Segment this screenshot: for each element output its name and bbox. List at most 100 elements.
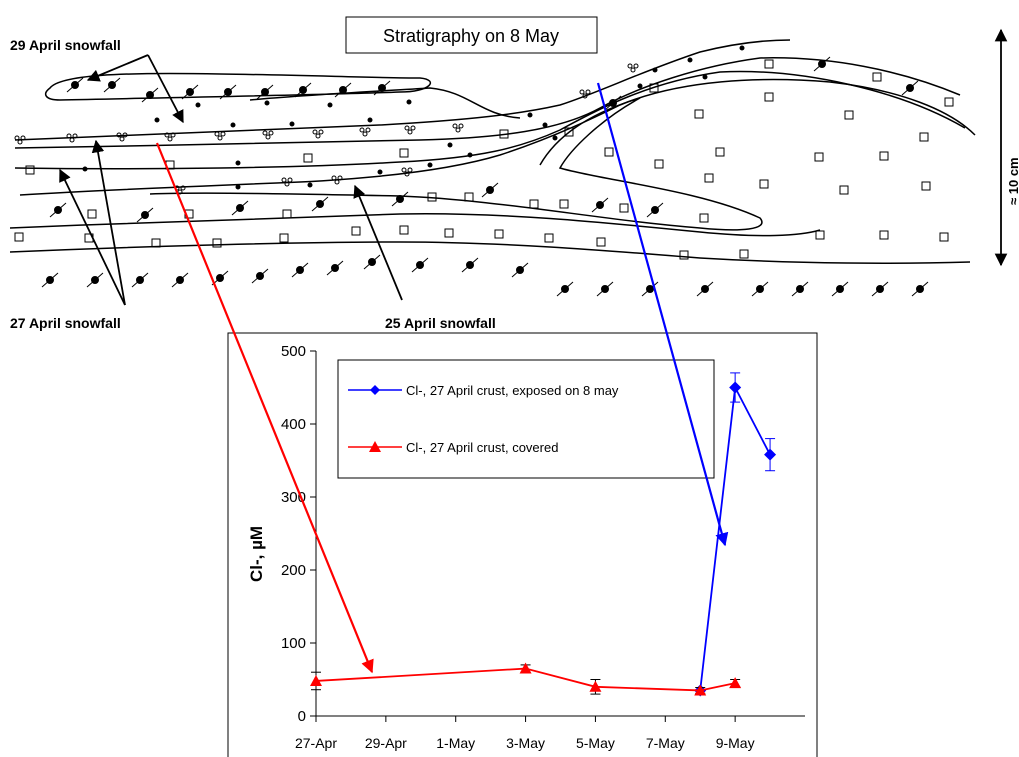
data-point-triangle: [729, 677, 742, 689]
melt-grain-slash: [591, 197, 609, 213]
layer-boundary-4: [14, 70, 966, 170]
melt-grain-slash: [171, 272, 189, 288]
x-tick-label: 1-May: [436, 735, 475, 751]
melt-grain-slash: [256, 84, 274, 100]
connector-arrows: [155, 82, 729, 674]
diagram-title: Stratigraphy on 8 May: [383, 26, 559, 46]
melt-grain-slash: [791, 281, 809, 297]
y-tick-label: 200: [281, 562, 306, 579]
melt-grain-slash: [604, 95, 622, 111]
data-point-triangle: [310, 674, 322, 686]
x-tick-label: 7-May: [646, 735, 685, 751]
crust-clusters: [14, 63, 639, 195]
layer-boundary-1: [14, 39, 791, 141]
melt-grain-slash: [251, 268, 269, 284]
melt-grain-slash: [871, 281, 889, 297]
x-tick-label: 29-Apr: [365, 735, 407, 751]
legend-label-covered: Cl-, 27 April crust, covered: [406, 440, 558, 455]
melt-grain-slash: [294, 82, 312, 98]
y-axis-label: Cl-, µM: [247, 526, 266, 582]
melt-grain-slash: [41, 272, 59, 288]
y-tick-label: 500: [281, 343, 306, 360]
melt-grain-slash: [813, 56, 831, 72]
legend-item-exposed: Cl-, 27 April crust, exposed on 8 may: [348, 383, 619, 398]
layer-boundary-7: [9, 241, 971, 264]
melt-grain-slash: [311, 196, 329, 212]
x-tick-label: 27-Apr: [295, 735, 337, 751]
melt-grain-slash: [751, 281, 769, 297]
melt-grain-slash: [556, 281, 574, 297]
legend-item-covered: Cl-, 27 April crust, covered: [348, 440, 558, 455]
faceted-grain-squares: [14, 59, 954, 260]
melt-grain-slash: [373, 80, 391, 96]
arrow-25april: [353, 184, 403, 301]
layer-boundary-5: [19, 78, 976, 196]
legend-diamond-marker: [370, 385, 380, 395]
label-depth-scale: ≈ 10 cm: [1006, 157, 1019, 205]
label-29april-snowfall: 29 April snowfall: [10, 37, 121, 53]
blue-connector-arrow: [596, 82, 729, 547]
layer-boundary-3: [249, 87, 521, 119]
melt-grain-slash: [326, 260, 344, 276]
snow-grain-symbols: [14, 45, 954, 297]
x-tick-label: 5-May: [576, 735, 615, 751]
melt-grain-slash: [831, 281, 849, 297]
melt-grain-slash: [181, 84, 199, 100]
arrow-27april-b: [91, 139, 126, 306]
legend-triangle-marker: [369, 441, 381, 452]
rounded-grain-dots: [82, 45, 745, 190]
chart-legend: Cl-, 27 April crust, exposed on 8 may Cl…: [337, 359, 715, 479]
melt-grain-slash: [641, 281, 659, 297]
melt-grain-slash: [696, 281, 714, 297]
layer-boundary-2: [14, 57, 961, 149]
layer-25april-wedge: [149, 97, 763, 231]
legend-label-exposed: Cl-, 27 April crust, exposed on 8 may: [406, 383, 619, 398]
melt-grain-slash: [219, 84, 237, 100]
arrow-29april-b: [147, 54, 184, 124]
melt-grain-slash: [461, 257, 479, 273]
melt-grain-slash: [911, 281, 929, 297]
layer-boundary-6: [9, 213, 821, 237]
melt-grain-slash: [511, 262, 529, 278]
melt-grain-slash: [131, 272, 149, 288]
melt-form-symbols: [41, 56, 929, 297]
melt-grain-slash: [334, 82, 352, 98]
melt-grain-slash: [411, 257, 429, 273]
red-connector-arrow: [155, 142, 374, 674]
melt-grain-slash: [231, 200, 249, 216]
melt-grain-slash: [49, 202, 67, 218]
x-tick-label: 9-May: [716, 735, 755, 751]
melt-grain-slash: [291, 262, 309, 278]
melt-grain-slash: [391, 191, 409, 207]
melt-grain-slash: [86, 272, 104, 288]
melt-grain-slash: [66, 77, 84, 93]
title-box: Stratigraphy on 8 May: [345, 16, 598, 54]
x-tick-label: 3-May: [506, 735, 545, 751]
y-tick-label: 100: [281, 635, 306, 652]
layer-29april-lens: [44, 72, 432, 101]
melt-grain-slash: [481, 182, 499, 198]
label-27april-snowfall: 27 April snowfall: [10, 315, 121, 331]
annotation-arrows: [59, 28, 1008, 306]
data-point-diamond: [729, 381, 742, 394]
melt-grain-slash: [363, 254, 381, 270]
melt-grain-slash: [103, 77, 121, 93]
melt-grain-slash: [646, 202, 664, 218]
chart-series: [310, 372, 777, 697]
arrow-27april-a: [59, 168, 126, 306]
data-point-diamond: [764, 448, 777, 461]
melt-grain-slash: [901, 80, 919, 96]
arrow-29april-a: [86, 54, 149, 82]
melt-grain-slash: [596, 281, 614, 297]
legend-box: [337, 359, 715, 479]
data-point-triangle: [589, 680, 602, 692]
melt-grain-slash: [141, 87, 159, 103]
y-tick-label: 0: [298, 708, 306, 725]
melt-grain-slash: [136, 207, 154, 223]
snowpack-layers: [9, 39, 976, 264]
y-tick-label: 400: [281, 416, 306, 433]
data-point-triangle: [519, 662, 532, 674]
label-25april-snowfall: 25 April snowfall: [385, 315, 496, 331]
